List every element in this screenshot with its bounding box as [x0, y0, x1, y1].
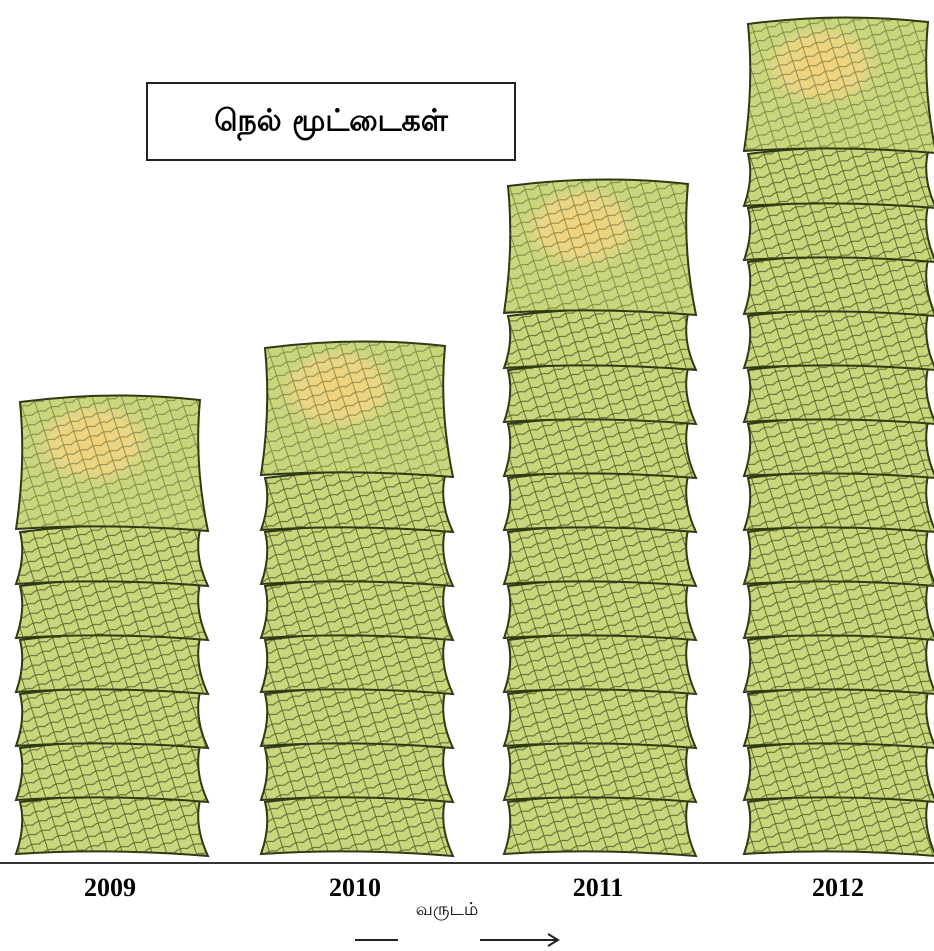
bag-weave [504, 471, 696, 532]
bag-weave [16, 525, 208, 586]
bag-weave [261, 579, 453, 640]
bag-weave [744, 471, 934, 532]
x-tick-label: 2009 [84, 873, 136, 902]
x-tick-label: 2011 [573, 873, 624, 902]
bag-weave [504, 179, 696, 315]
bag-weave [504, 795, 696, 856]
bag-weave [16, 795, 208, 856]
bag-weave [744, 417, 934, 478]
bag-weave [261, 741, 453, 802]
bag-weave [16, 579, 208, 640]
bag-weave [261, 341, 453, 477]
bag-weave [261, 525, 453, 586]
bag-weave [504, 525, 696, 586]
bag-weave [504, 633, 696, 694]
bag-weave [744, 795, 934, 856]
bag-weave [744, 255, 934, 316]
bag-weave [261, 795, 453, 856]
bag-weave [744, 17, 934, 153]
bag-weave [504, 741, 696, 802]
bag-weave [16, 741, 208, 802]
bag-weave [261, 687, 453, 748]
bag-weave [744, 687, 934, 748]
bag-weave [504, 309, 696, 370]
bag-weave [744, 309, 934, 370]
x-tick-label: 2012 [812, 873, 864, 902]
bag-weave [744, 579, 934, 640]
bag-weave [16, 633, 208, 694]
stacks [14, 16, 934, 858]
bag-weave [504, 363, 696, 424]
bag-weave [504, 687, 696, 748]
bag-stack [502, 178, 698, 858]
bag-weave [744, 201, 934, 262]
bag-weave [744, 147, 934, 208]
bag-stack [259, 340, 455, 858]
arrow-head [480, 933, 560, 947]
bag-stack [14, 394, 210, 858]
bag-weave [744, 525, 934, 586]
bag-weave [744, 633, 934, 694]
bag-weave [744, 741, 934, 802]
x-axis-label: வருடம் [416, 899, 479, 920]
title-box [146, 82, 516, 161]
chart-title: நெல் மூட்டைகள் [214, 104, 448, 142]
bag-weave [16, 687, 208, 748]
bag-stack [742, 16, 934, 857]
bag-weave [504, 417, 696, 478]
bag-weave [16, 395, 208, 531]
bag-weave [261, 471, 453, 532]
x-tick-label: 2010 [329, 873, 381, 902]
bag-weave [504, 579, 696, 640]
bag-weave [744, 363, 934, 424]
bag-weave [261, 633, 453, 694]
